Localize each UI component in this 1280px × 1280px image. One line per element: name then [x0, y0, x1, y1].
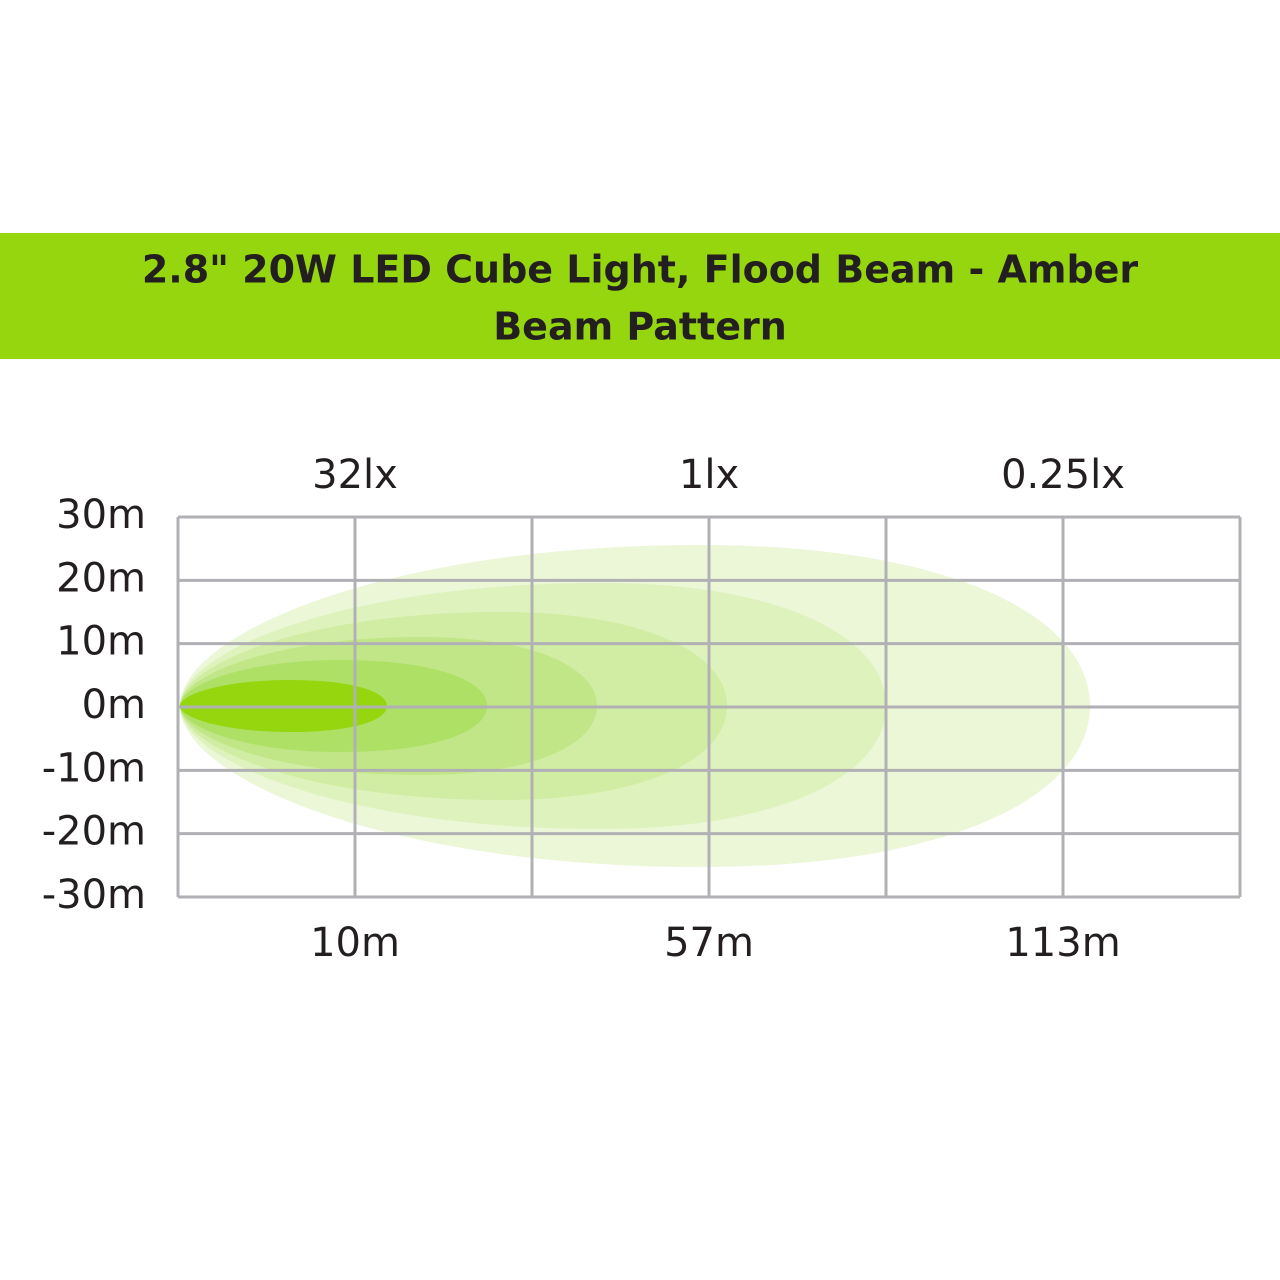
y-label: 30m	[56, 492, 146, 538]
lux-label: 32lx	[312, 452, 398, 498]
y-label: 20m	[56, 555, 146, 601]
title-line: Beam Pattern	[493, 305, 787, 349]
y-label: -10m	[42, 745, 146, 791]
grid	[176, 515, 1242, 899]
y-label: 10m	[56, 619, 146, 665]
distance-label: 113m	[1005, 920, 1120, 966]
title-line: 2.8" 20W LED Cube Light, Flood Beam - Am…	[142, 248, 1139, 292]
y-label: 0m	[82, 682, 146, 728]
distance-label: 57m	[664, 920, 754, 966]
y-label: -20m	[42, 809, 146, 855]
y-label: -30m	[42, 872, 146, 918]
lux-label: 0.25lx	[1001, 452, 1125, 498]
distance-label: 10m	[310, 920, 400, 966]
header-band	[0, 233, 1280, 359]
lux-label: 1lx	[679, 452, 739, 498]
labels: 30m 20m 10m 0m -10m -20m -30m 32lx 10m 1lx 57m 0.25…	[42, 452, 1125, 966]
